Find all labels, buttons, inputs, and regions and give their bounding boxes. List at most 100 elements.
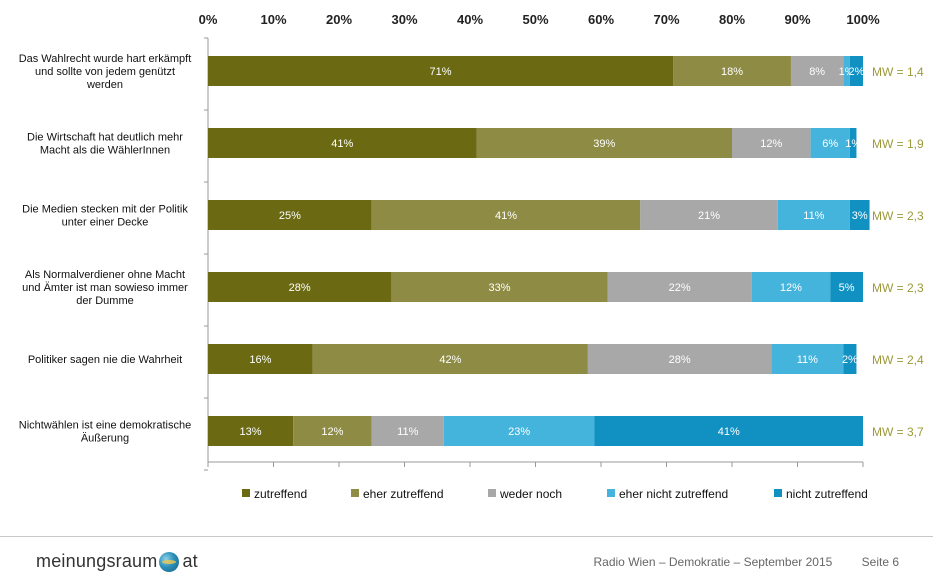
bar-data-label: 41%	[331, 138, 353, 150]
x-tick-label: 10%	[260, 12, 286, 27]
bar-segment	[843, 344, 857, 374]
bar-segment	[476, 128, 732, 158]
bar-segment	[371, 200, 641, 230]
bar-segment	[640, 200, 778, 230]
bar-data-label: 11%	[397, 426, 418, 438]
legend-label: weder noch	[499, 487, 562, 501]
category-label: Macht als die WählerInnen	[40, 145, 170, 157]
bar-segment	[391, 272, 608, 302]
brand-name: meinungsraum	[36, 551, 158, 571]
bar-segment	[293, 416, 372, 446]
bar-data-label: 6%	[822, 138, 838, 150]
bar-segment	[673, 56, 791, 86]
x-tick-label: 60%	[588, 12, 614, 27]
bar-segment	[843, 56, 850, 86]
bar-data-label: 28%	[669, 354, 691, 366]
legend-swatch	[351, 489, 359, 497]
bar-segment	[849, 128, 857, 158]
bar-data-label: 2%	[848, 66, 864, 78]
bar-segment	[208, 128, 477, 158]
bar-data-label: 16%	[249, 354, 271, 366]
bar-data-label: 22%	[669, 282, 691, 294]
bar-segment	[312, 344, 588, 374]
bar-data-label: 1%	[845, 138, 861, 150]
bar-segment	[849, 200, 870, 230]
category-label: und sollte von jedem genützt	[35, 66, 175, 78]
bar-data-label: 11%	[803, 210, 824, 222]
x-tick-label: 70%	[653, 12, 679, 27]
bar-segment	[790, 56, 844, 86]
bar-segment	[810, 128, 850, 158]
footer-title: Radio Wien – Demokratie – September 2015	[593, 555, 833, 569]
x-tick-label: 50%	[522, 12, 548, 27]
legend-swatch	[242, 489, 250, 497]
bar-segment	[771, 344, 844, 374]
bar-data-label: 5%	[839, 282, 855, 294]
category-label: Äußerung	[81, 433, 129, 445]
category-label: Nichtwählen ist eine demokratische	[19, 420, 191, 432]
mean-value-label: MW = 1,4	[872, 65, 924, 79]
mean-value-label: MW = 2,3	[872, 281, 924, 295]
legend-label: zutreffend	[254, 487, 307, 501]
category-label: Politiker sagen nie die Wahrheit	[28, 354, 182, 366]
mean-value-label: MW = 2,4	[872, 353, 924, 367]
bar-data-label: 25%	[279, 210, 301, 222]
bar-data-label: 28%	[289, 282, 311, 294]
bar-data-label: 13%	[240, 426, 262, 438]
bar-data-label: 21%	[698, 210, 720, 222]
x-tick-label: 80%	[719, 12, 745, 27]
bar-data-label: 3%	[852, 210, 868, 222]
category-label: Die Wirtschaft hat deutlich mehr	[27, 132, 183, 144]
bar-segment	[208, 416, 294, 446]
bar-segment	[732, 128, 811, 158]
bar-segment	[371, 416, 444, 446]
bar-segment	[208, 272, 392, 302]
mean-value-label: MW = 3,7	[872, 425, 924, 439]
bar-segment	[830, 272, 863, 302]
bar-data-label: 12%	[760, 138, 782, 150]
footer: meinungsraum at Radio Wien – Demokratie …	[0, 536, 933, 584]
bar-segment	[587, 344, 772, 374]
x-tick-label: 40%	[457, 12, 483, 27]
bar-data-label: 39%	[593, 138, 615, 150]
category-label: Das Wahlrecht wurde hart erkämpft	[19, 53, 192, 65]
bar-segment	[208, 56, 674, 86]
bar-data-label: 18%	[721, 66, 743, 78]
x-tick-label: 90%	[784, 12, 810, 27]
legend-label: nicht zutreffend	[786, 487, 868, 501]
mean-value-label: MW = 1,9	[872, 137, 924, 151]
page-number: Seite 6	[861, 555, 899, 569]
bar-data-label: 12%	[321, 426, 343, 438]
x-tick-label: 30%	[391, 12, 417, 27]
legend-label: eher zutreffend	[363, 487, 444, 501]
legend-swatch	[774, 489, 782, 497]
mean-value-label: MW = 2,3	[872, 209, 924, 223]
brand-logo: meinungsraum at	[36, 551, 198, 572]
x-tick-label: 0%	[199, 12, 218, 27]
category-label: unter einer Decke	[62, 217, 149, 229]
category-label: Als Normalverdiener ohne Macht	[25, 269, 185, 281]
bar-data-label: 42%	[439, 354, 461, 366]
bar-data-label: 41%	[718, 426, 740, 438]
category-label: werden	[86, 79, 123, 91]
bar-segment	[443, 416, 595, 446]
chart-svg: 0% 10% 20% 30% 40% 50% 60% 70% 80% 90% 100% 71% 18% 8…	[19, 12, 924, 501]
bar-segment	[208, 200, 372, 230]
brand-domain: at	[182, 551, 198, 571]
x-tick-label: 100%	[846, 12, 880, 27]
bar-segment	[751, 272, 831, 302]
bar-segment	[607, 272, 752, 302]
bar-data-label: 12%	[780, 282, 802, 294]
bar-data-label: 23%	[508, 426, 530, 438]
category-label: Die Medien stecken mit der Politik	[22, 204, 188, 216]
bar-data-label: 8%	[809, 66, 825, 78]
bar-segment	[777, 200, 850, 230]
bar-data-label: 71%	[430, 66, 452, 78]
category-label: und Ämter ist man sowieso immer	[22, 282, 188, 294]
bar-data-label: 33%	[488, 282, 510, 294]
footer-info: Radio Wien – Demokratie – September 2015…	[594, 555, 900, 569]
bar-segment	[594, 416, 863, 446]
legend-label: eher nicht zutreffend	[619, 487, 728, 501]
bar-segment	[208, 344, 313, 374]
